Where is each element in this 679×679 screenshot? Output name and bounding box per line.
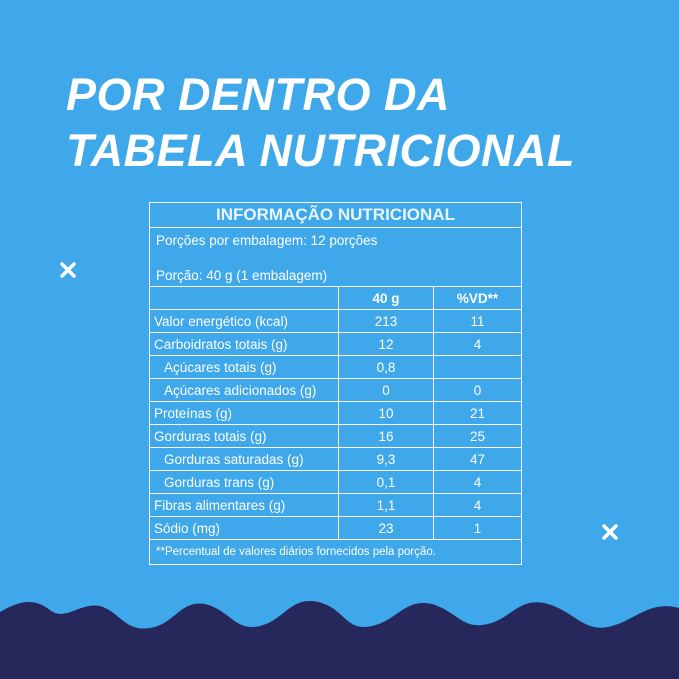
row: Sódio (mg) 23 1 bbox=[149, 516, 522, 540]
nutrient: Carboidratos totais (g) bbox=[149, 332, 339, 356]
row: 40 g %VD** bbox=[149, 286, 522, 310]
row: Açúcares totais (g) 0,8 bbox=[149, 355, 522, 379]
nutrient: Valor energético (kcal) bbox=[149, 309, 339, 333]
value-cell: 4 bbox=[433, 493, 522, 517]
value-cell: 213 bbox=[338, 309, 434, 333]
table-title: INFORMAÇÃO NUTRICIONAL bbox=[149, 202, 522, 228]
value-cell: 10 bbox=[338, 401, 434, 425]
row: Açúcares adicionados (g) 0 0 bbox=[149, 378, 522, 402]
serving-size: Porção: 40 g (1 embalagem) bbox=[149, 252, 522, 287]
value-cell: 47 bbox=[433, 447, 522, 471]
value-cell: 21 bbox=[433, 401, 522, 425]
servings: Porções por embalagem: 12 porções bbox=[149, 227, 522, 252]
row: Porções por embalagem: 12 porções bbox=[149, 227, 522, 252]
value-cell bbox=[433, 355, 522, 379]
nutrient: Proteínas (g) bbox=[149, 401, 339, 425]
row: Gorduras trans (g) 0,1 4 bbox=[149, 470, 522, 494]
row: Proteínas (g) 10 21 bbox=[149, 401, 522, 425]
value-cell: 16 bbox=[338, 424, 434, 448]
column-header: 40 g bbox=[338, 286, 434, 310]
row: Gorduras saturadas (g) 9,3 47 bbox=[149, 447, 522, 471]
value-cell: 4 bbox=[433, 332, 522, 356]
row: Valor energético (kcal) 213 11 bbox=[149, 309, 522, 333]
row: Fibras alimentares (g) 1,1 4 bbox=[149, 493, 522, 517]
headline: TABELA NUTRICIONAL bbox=[66, 125, 575, 176]
value-cell: 11 bbox=[433, 309, 522, 333]
nutrient: Açúcares totais (g) bbox=[149, 355, 339, 379]
value-cell: 25 bbox=[433, 424, 522, 448]
value-cell: 1,1 bbox=[338, 493, 434, 517]
cell bbox=[149, 286, 339, 310]
wave bbox=[0, 601, 679, 679]
value-cell: 9,3 bbox=[338, 447, 434, 471]
nutrient: Fibras alimentares (g) bbox=[149, 493, 339, 517]
footnote: **Percentual de valores diários fornecid… bbox=[149, 539, 522, 565]
cross bbox=[60, 262, 618, 540]
nutrient: Sódio (mg) bbox=[149, 516, 339, 540]
value-cell: 12 bbox=[338, 332, 434, 356]
row: **Percentual de valores diários fornecid… bbox=[149, 539, 522, 565]
table-body: INFORMAÇÃO NUTRICIONAL Porções por embal… bbox=[149, 202, 522, 565]
value-cell: 0 bbox=[338, 378, 434, 402]
nutrient: Gorduras saturadas (g) bbox=[149, 447, 339, 471]
column-header: %VD** bbox=[433, 286, 522, 310]
nutrient: Gorduras totais (g) bbox=[149, 424, 339, 448]
row: Carboidratos totais (g) 12 4 bbox=[149, 332, 522, 356]
nutrient: Gorduras trans (g) bbox=[149, 470, 339, 494]
value-cell: 23 bbox=[338, 516, 434, 540]
nutrient: Açúcares adicionados (g) bbox=[149, 378, 339, 402]
value-cell: 4 bbox=[433, 470, 522, 494]
value-cell: 0,8 bbox=[338, 355, 434, 379]
row: Gorduras totais (g) 16 25 bbox=[149, 424, 522, 448]
row: INFORMAÇÃO NUTRICIONAL bbox=[149, 202, 522, 228]
value-cell: 1 bbox=[433, 516, 522, 540]
nutrition-table: INFORMAÇÃO NUTRICIONAL Porções por embal… bbox=[149, 202, 522, 565]
headline: POR DENTRO DA bbox=[66, 69, 451, 120]
value-cell: 0 bbox=[433, 378, 522, 402]
row: Porção: 40 g (1 embalagem) bbox=[149, 252, 522, 287]
value-cell: 0,1 bbox=[338, 470, 434, 494]
